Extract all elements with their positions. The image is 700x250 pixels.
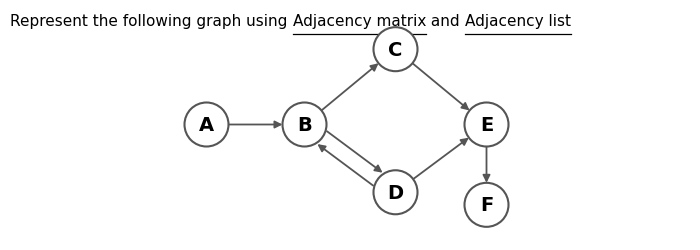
Text: A: A [199,116,214,134]
Text: Adjacency matrix: Adjacency matrix [293,14,426,29]
Ellipse shape [465,183,508,227]
Ellipse shape [374,170,417,214]
Text: and: and [426,14,465,29]
Text: D: D [387,183,404,202]
Ellipse shape [283,103,326,147]
Ellipse shape [465,103,508,147]
Ellipse shape [185,103,228,147]
Text: Adjacency list: Adjacency list [465,14,570,29]
Text: Represent the following graph using: Represent the following graph using [10,14,293,29]
Text: F: F [480,196,493,214]
Ellipse shape [374,28,417,72]
Text: E: E [480,116,493,134]
Text: C: C [389,40,402,60]
Text: B: B [297,116,312,134]
